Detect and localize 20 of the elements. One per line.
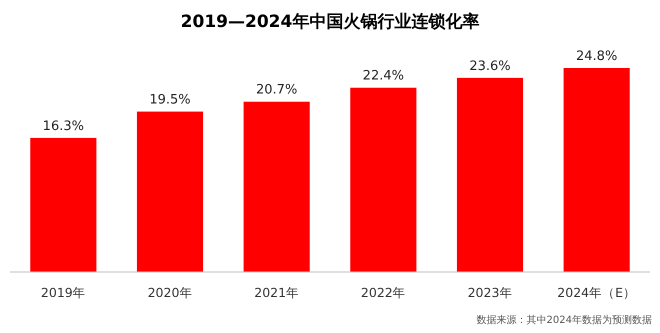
data-label: 22.4% — [362, 68, 404, 84]
data-label: 24.8% — [576, 49, 618, 64]
data-label: 20.7% — [256, 82, 298, 98]
bar — [456, 78, 524, 272]
data-label: 16.3% — [42, 118, 84, 134]
x-tick-label: 2023年 — [468, 285, 512, 300]
x-tick-label: 2022年 — [360, 285, 406, 300]
bar — [564, 68, 630, 272]
x-tick-label: 2021年 — [254, 285, 300, 300]
source-note: 数据来源：其中2024年数据为预测数据 — [476, 314, 652, 326]
bar — [30, 138, 96, 272]
data-label: 19.5% — [149, 92, 191, 108]
data-label: 23.6% — [469, 58, 511, 74]
x-tick-label: 2020年 — [148, 285, 192, 300]
x-tick-label: 2024年（E） — [557, 285, 636, 300]
chart-title: 2019—2024年中国火锅行业连锁化率 — [180, 12, 480, 32]
bar — [350, 88, 416, 272]
bar — [244, 102, 310, 272]
x-tick-label: 2019年 — [40, 285, 86, 300]
bar — [136, 112, 204, 272]
